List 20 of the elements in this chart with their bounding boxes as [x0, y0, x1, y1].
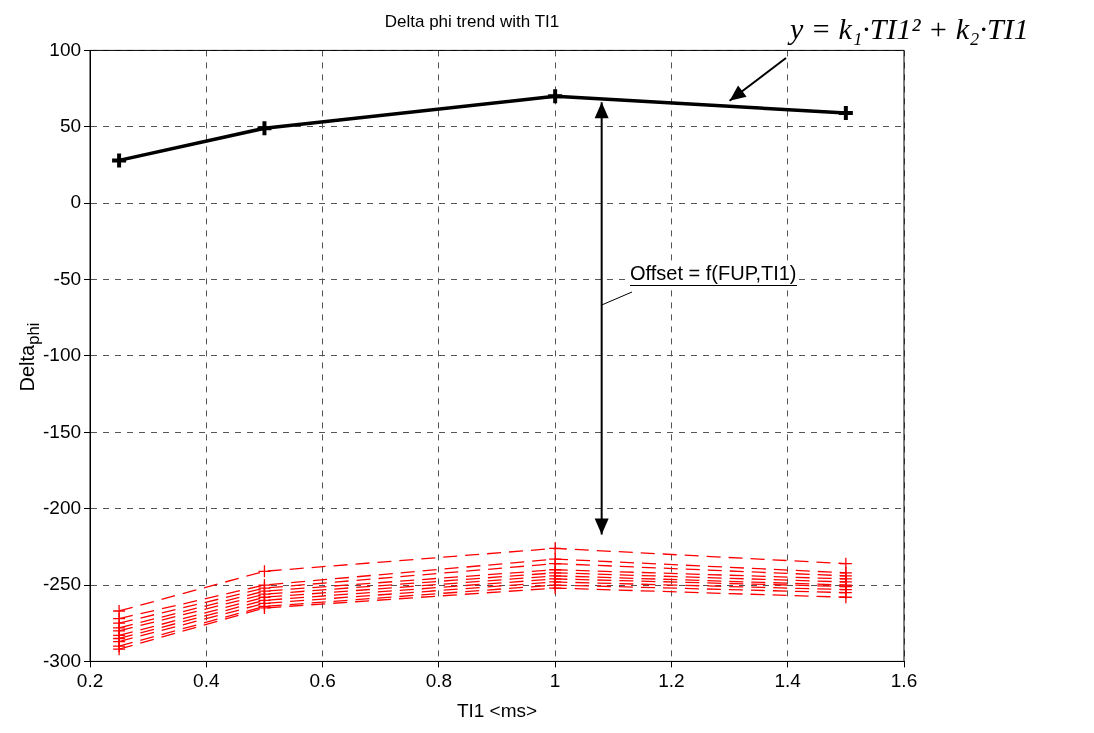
- y-tick-label: -250: [43, 573, 82, 595]
- x-axis-title: TI1 <ms>: [456, 699, 538, 721]
- y-tick-label: -100: [43, 344, 82, 366]
- y-tick-label: 0: [70, 191, 82, 213]
- y-tick-label: -150: [43, 420, 82, 442]
- x-tick-label: 1.6: [890, 670, 918, 692]
- y-tick-label: -200: [43, 496, 82, 518]
- y-tick-label: 100: [49, 38, 82, 60]
- x-tick-label: 1.4: [774, 670, 802, 692]
- y-tick-label: -300: [43, 649, 82, 671]
- x-tick-label: 0.6: [309, 670, 336, 692]
- x-tick-label: 1.2: [658, 670, 685, 692]
- x-tick-label: 0.4: [193, 670, 220, 692]
- x-tick-label: 0.8: [425, 670, 453, 692]
- x-tick-label: 1: [549, 670, 561, 692]
- y-tick-label: -50: [53, 267, 82, 289]
- x-tick-label: 0.2: [76, 670, 104, 692]
- chart-title: Delta phi trend with TI1: [384, 11, 560, 31]
- annotation: Offset = f(FUP,TI1): [630, 262, 797, 286]
- y-tick-label: 50: [59, 115, 82, 137]
